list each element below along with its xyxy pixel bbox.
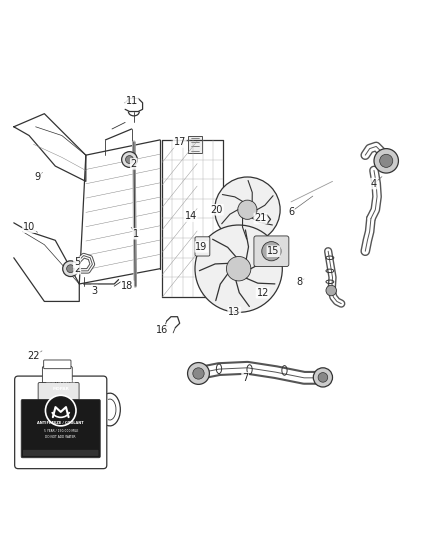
FancyBboxPatch shape: [42, 367, 72, 383]
Text: 22: 22: [27, 351, 40, 361]
Circle shape: [46, 395, 76, 426]
Text: 7: 7: [242, 373, 248, 383]
Polygon shape: [188, 135, 201, 153]
Text: 4: 4: [371, 179, 377, 189]
Text: 5 YEAR / 150,000 MILE: 5 YEAR / 150,000 MILE: [43, 429, 78, 433]
Text: 13: 13: [228, 308, 240, 317]
Circle shape: [187, 362, 209, 384]
FancyBboxPatch shape: [14, 376, 107, 469]
Text: 50/50 PRE-DILUTED: 50/50 PRE-DILUTED: [46, 380, 75, 384]
Text: 5: 5: [74, 257, 80, 267]
Text: 12: 12: [257, 288, 269, 298]
Circle shape: [326, 285, 336, 296]
Circle shape: [226, 256, 251, 281]
Circle shape: [380, 154, 393, 167]
Circle shape: [193, 368, 204, 379]
Text: 6: 6: [288, 207, 294, 217]
FancyBboxPatch shape: [21, 400, 100, 458]
Text: ANTIFREEZE / COOLANT: ANTIFREEZE / COOLANT: [37, 421, 84, 425]
FancyBboxPatch shape: [23, 450, 99, 456]
Circle shape: [195, 225, 283, 312]
Circle shape: [215, 177, 280, 243]
Text: 14: 14: [184, 211, 197, 221]
Text: 20: 20: [211, 205, 223, 215]
Text: 17: 17: [173, 137, 186, 147]
Circle shape: [374, 149, 399, 173]
Text: 3: 3: [92, 286, 98, 295]
Circle shape: [238, 200, 257, 220]
Circle shape: [126, 156, 134, 164]
Circle shape: [122, 152, 138, 167]
Text: 11: 11: [126, 95, 138, 106]
Text: 8: 8: [297, 277, 303, 287]
FancyBboxPatch shape: [44, 360, 71, 369]
Text: 9: 9: [35, 172, 41, 182]
FancyBboxPatch shape: [254, 236, 289, 266]
Text: 10: 10: [23, 222, 35, 232]
Circle shape: [67, 265, 74, 272]
Text: 19: 19: [195, 242, 208, 252]
Text: 2: 2: [74, 264, 80, 273]
Text: DO NOT ADD WATER: DO NOT ADD WATER: [46, 435, 76, 439]
Circle shape: [313, 368, 332, 387]
Text: 16: 16: [156, 325, 168, 335]
Text: 2: 2: [131, 159, 137, 169]
Text: 1: 1: [133, 229, 139, 239]
Text: 18: 18: [121, 281, 134, 291]
FancyBboxPatch shape: [195, 237, 210, 256]
Text: 21: 21: [254, 214, 267, 223]
Circle shape: [318, 373, 328, 382]
Circle shape: [63, 261, 78, 277]
FancyBboxPatch shape: [38, 383, 79, 400]
Text: MOPAR: MOPAR: [53, 387, 69, 391]
Circle shape: [262, 241, 281, 261]
Text: 15: 15: [267, 246, 280, 256]
